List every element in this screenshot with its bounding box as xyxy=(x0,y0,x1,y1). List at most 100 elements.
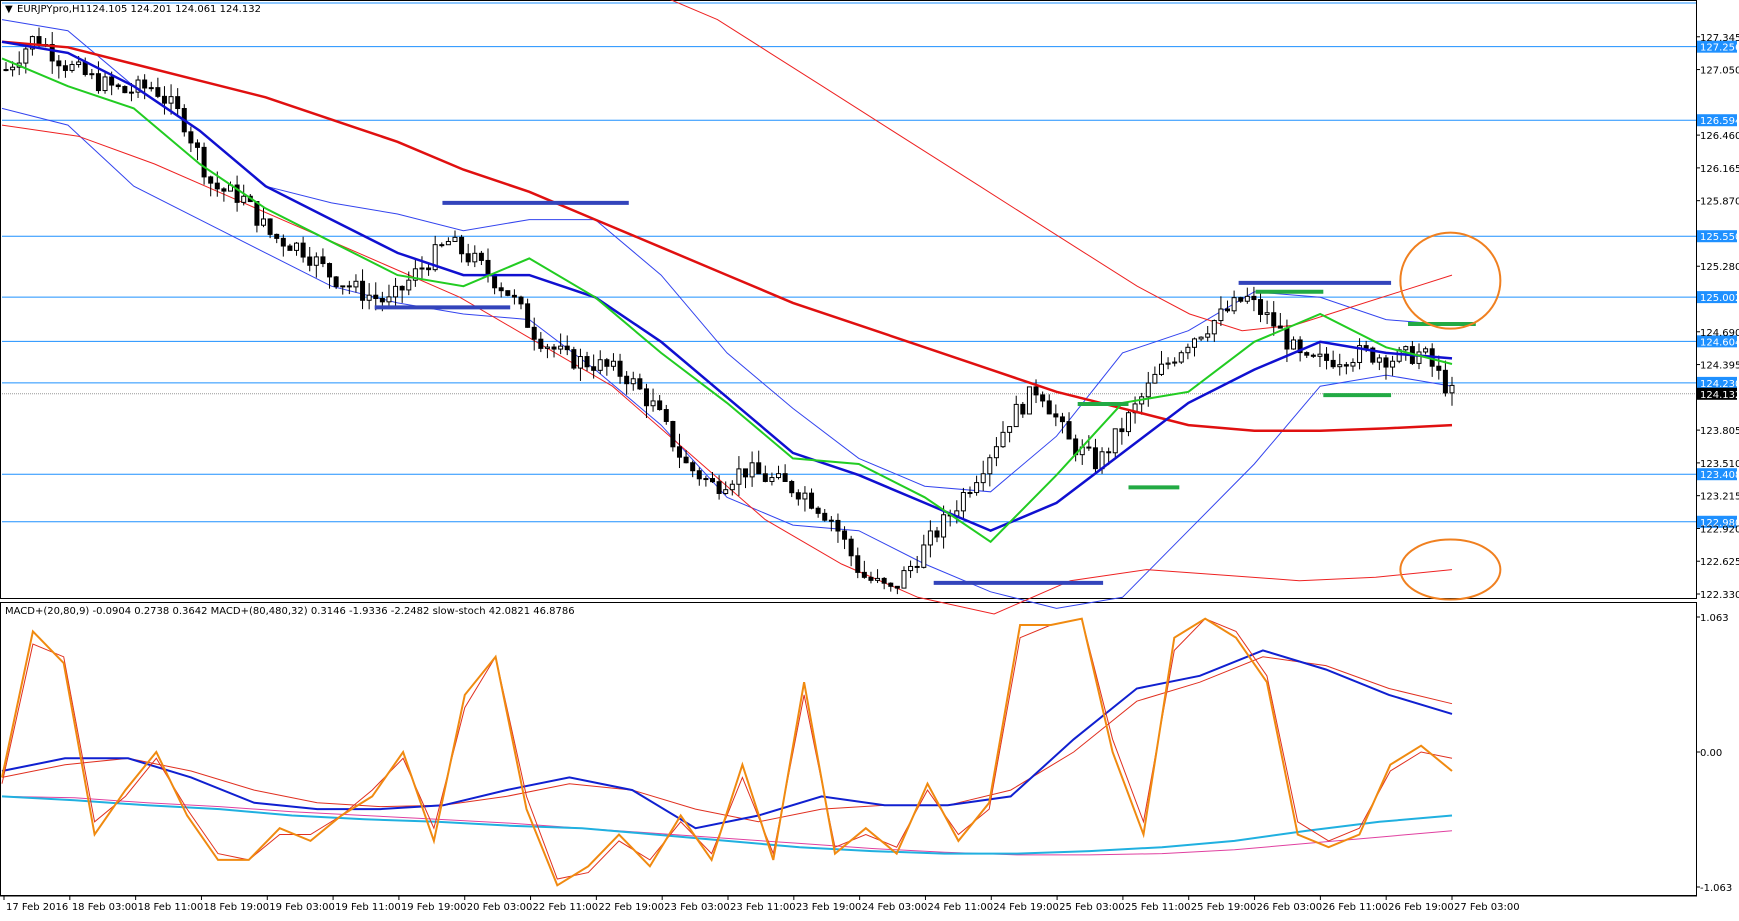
candle-body xyxy=(1403,346,1409,351)
candle-body xyxy=(974,482,980,494)
candle-body xyxy=(1271,312,1277,327)
candle-body xyxy=(386,296,392,303)
candle-body xyxy=(1442,369,1448,394)
candle-body xyxy=(855,555,861,573)
candle-body xyxy=(472,252,478,263)
horizontal-levels xyxy=(2,2,1696,523)
candle-body xyxy=(683,456,689,464)
time-tick-10: 23 Feb 03:00 xyxy=(664,902,730,913)
time-tick-7: 20 Feb 03:00 xyxy=(467,902,533,913)
candle-body xyxy=(518,296,524,305)
annotation-orange-circle-1 xyxy=(1399,538,1502,601)
level-label-1: 126.594 xyxy=(1700,116,1739,127)
candle-body xyxy=(875,577,881,581)
time-tick-0: 17 Feb 2016 xyxy=(6,902,68,913)
candle-body xyxy=(1225,308,1231,312)
candle-body xyxy=(551,346,557,350)
candle-body xyxy=(544,346,550,349)
candle-body xyxy=(360,280,366,301)
candle-body xyxy=(848,538,854,557)
candle-body xyxy=(1033,386,1039,396)
candle-body xyxy=(1119,428,1125,433)
time-tick-3: 18 Feb 19:00 xyxy=(203,902,269,913)
candle-body xyxy=(76,61,82,66)
candle-body xyxy=(789,480,795,494)
current-price-label: 124.132 xyxy=(1700,390,1739,401)
candle-body xyxy=(723,489,729,494)
candle-body xyxy=(3,69,9,72)
candle-body xyxy=(591,366,597,371)
time-tick-12: 23 Feb 19:00 xyxy=(796,902,862,913)
candle-body xyxy=(56,60,62,67)
candle-body xyxy=(1383,357,1389,368)
candle-body xyxy=(1436,365,1442,371)
candle-body xyxy=(1178,352,1184,363)
candle-body xyxy=(1218,308,1224,322)
candle-body xyxy=(1158,363,1164,375)
candle-body xyxy=(670,420,676,448)
chart-header-symbol: EURJPYpro,H1 xyxy=(17,4,86,15)
candle-body xyxy=(201,146,207,178)
candle-body xyxy=(769,477,775,482)
candle-body xyxy=(934,530,940,538)
candles xyxy=(3,27,1455,595)
macd-slow xyxy=(1,795,1453,855)
candle-body xyxy=(1165,362,1171,365)
candle-body xyxy=(782,473,788,482)
candle-body xyxy=(1416,351,1422,364)
candle-body xyxy=(1007,426,1013,433)
time-tick-11: 23 Feb 11:00 xyxy=(730,902,796,913)
price-tick-8: 123.805 xyxy=(1700,426,1739,437)
candle-body xyxy=(194,142,200,148)
candle-body xyxy=(571,349,577,369)
candle-body xyxy=(696,470,702,480)
level-label-bg-1 xyxy=(1697,114,1737,127)
ma-green xyxy=(1,57,1453,544)
candle-body xyxy=(148,87,154,90)
candle-body xyxy=(373,294,379,299)
macd-slow-signal xyxy=(1,795,1453,856)
price-tick-4: 125.870 xyxy=(1700,197,1739,208)
candle-body xyxy=(1211,320,1217,335)
candle-body xyxy=(584,356,590,368)
candle-body xyxy=(703,478,709,481)
candle-body xyxy=(1284,327,1290,350)
candle-body xyxy=(393,285,399,298)
candle-body xyxy=(676,446,682,458)
price-tick-6: 124.690 xyxy=(1700,328,1739,339)
candle-body xyxy=(1238,297,1244,302)
candle-body xyxy=(650,400,656,407)
candle-body xyxy=(115,84,121,88)
candle-body xyxy=(1066,421,1072,440)
candle-body xyxy=(597,359,603,371)
candle-body xyxy=(762,473,768,482)
candle-body xyxy=(1291,339,1297,350)
candle-body xyxy=(1092,447,1098,470)
price-tick-13: 122.330 xyxy=(1700,590,1739,601)
candle-body xyxy=(366,294,372,301)
time-tick-17: 25 Feb 11:00 xyxy=(1125,902,1191,913)
candle-body xyxy=(1449,384,1455,394)
candle-body xyxy=(307,256,313,266)
candle-body xyxy=(577,356,583,369)
level-label-6: 123.408 xyxy=(1700,470,1739,481)
annotation-orange-circle-0 xyxy=(1399,231,1502,330)
ma-blue xyxy=(1,40,1453,533)
candle-body xyxy=(749,462,755,478)
candle-body xyxy=(610,360,616,367)
level-label-bg-6 xyxy=(1697,468,1737,481)
candle-body xyxy=(1106,451,1112,454)
candle-body xyxy=(531,326,537,340)
level-label-7: 122.980 xyxy=(1700,518,1739,529)
candle-body xyxy=(300,242,306,258)
candle-body xyxy=(941,514,947,538)
ind-tick-2: -1.063 xyxy=(1700,883,1732,894)
candle-body xyxy=(406,279,412,291)
price-tick-1: 127.050 xyxy=(1700,66,1739,77)
candle-body xyxy=(643,388,649,407)
candle-body xyxy=(419,267,425,270)
candle-body xyxy=(1040,394,1046,402)
candle-body xyxy=(1357,345,1363,363)
